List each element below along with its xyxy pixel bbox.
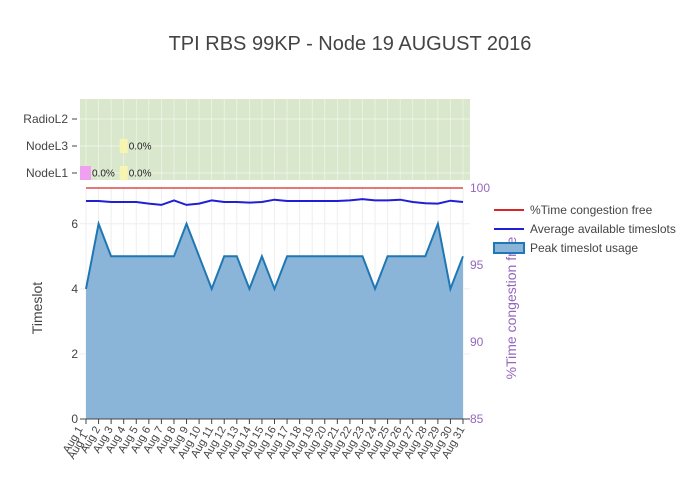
top-panel-cell-label: 0.0% <box>92 169 115 180</box>
y2-tick-label: 100 <box>470 181 490 195</box>
top-panel-row-label: NodeL3 <box>26 139 68 153</box>
series-area-line <box>85 220 464 293</box>
top-panel-row-label: NodeL1 <box>26 166 68 180</box>
legend-swatch <box>493 242 525 254</box>
legend-label: Average available timeslots <box>530 222 676 236</box>
y2-tick-label: 90 <box>470 335 484 349</box>
top-panel-cell <box>80 166 91 180</box>
y-tick-label: 0 <box>71 412 78 426</box>
y-tick-label: 4 <box>71 282 78 296</box>
top-panel-row-label: RadioL2 <box>23 112 68 126</box>
chart-title: TPI RBS 99KP - Node 19 AUGUST 2016 <box>169 33 532 55</box>
top-panel-cell <box>119 166 128 180</box>
legend-label: %Time congestion free <box>530 203 653 217</box>
legend: %Time congestion free Average available t… <box>493 203 676 255</box>
series-line <box>86 198 464 206</box>
y-tick-label: 6 <box>71 217 78 231</box>
series-layer <box>85 187 464 419</box>
y2-tick-label: 85 <box>470 412 484 426</box>
y2-tick-label: 95 <box>470 258 484 272</box>
y-axis-title: Timeslot <box>29 282 45 334</box>
top-panel-cell-label: 0.0% <box>129 142 152 153</box>
top-panel-cell <box>119 139 128 153</box>
y-tick-label: 2 <box>71 347 78 361</box>
top-panel-background <box>80 99 470 180</box>
y2-axis-title: %Time congestion free <box>503 236 519 379</box>
top-panel-cell-label: 0.0% <box>129 169 152 180</box>
legend-label: Peak timeslot usage <box>530 241 638 255</box>
top-panel: NodeL1 NodeL3 RadioL2 0.0% 0.0% 0.0% <box>23 99 470 180</box>
